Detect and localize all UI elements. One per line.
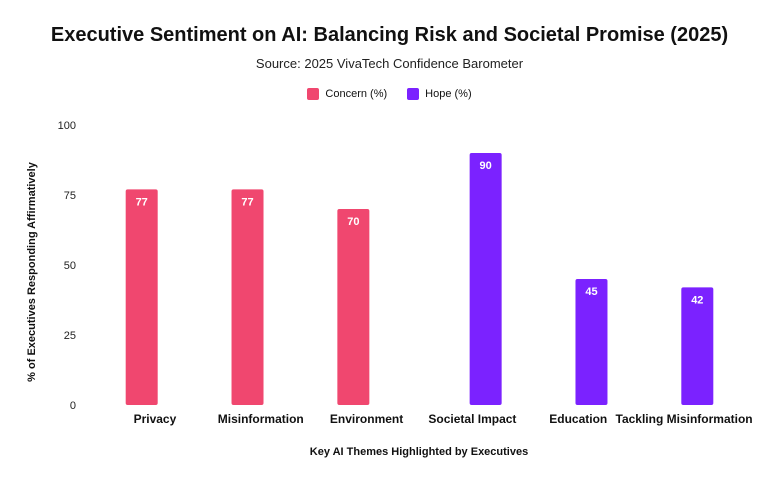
bar-value-label: 90 bbox=[480, 160, 492, 172]
chart-subtitle: Source: 2025 VivaTech Confidence Baromet… bbox=[255, 56, 524, 71]
x-tick-label: Privacy bbox=[134, 412, 177, 426]
legend-item-hope[interactable]: Hope (%) bbox=[407, 88, 472, 100]
bar-value-label: 77 bbox=[241, 196, 253, 208]
x-tick-label: Tackling Misinformation bbox=[616, 412, 753, 426]
x-axis: Privacy Misinformation Environment Societal… bbox=[134, 412, 753, 426]
bar[interactable] bbox=[575, 279, 608, 405]
legend-item-concern[interactable]: Concern (%) bbox=[307, 88, 387, 100]
bars: 77 77 70 90 45 42 bbox=[125, 153, 714, 405]
x-tick-label: Education bbox=[549, 412, 607, 426]
bar-value-label: 77 bbox=[136, 196, 148, 208]
y-tick-label: 100 bbox=[58, 120, 76, 132]
x-axis-title: Key AI Themes Highlighted by Executives bbox=[310, 446, 528, 458]
legend: Concern (%) Hope (%) bbox=[0, 88, 779, 100]
legend-swatch-hope bbox=[407, 88, 420, 100]
y-axis-title: % of Executives Responding Affirmatively bbox=[26, 161, 38, 382]
bar-value-label: 42 bbox=[691, 294, 703, 306]
legend-label-concern: Concern (%) bbox=[325, 88, 388, 100]
y-tick-label: 25 bbox=[64, 330, 76, 342]
x-tick-label: Misinformation bbox=[218, 412, 304, 426]
y-tick-label: 75 bbox=[64, 190, 76, 202]
bar-value-label: 45 bbox=[585, 286, 597, 298]
y-tick-label: 50 bbox=[64, 260, 76, 272]
y-axis: 0 25 50 75 100 bbox=[58, 120, 76, 412]
legend-swatch-concern bbox=[307, 88, 320, 100]
bar[interactable] bbox=[125, 189, 158, 405]
x-tick-label: Environment bbox=[330, 412, 403, 426]
bar[interactable] bbox=[337, 209, 370, 405]
bar-value-label: 70 bbox=[347, 216, 359, 228]
x-tick-label: Societal Impact bbox=[428, 412, 516, 426]
chart-title: Executive Sentiment on AI: Balancing Ris… bbox=[50, 24, 729, 46]
legend-label-hope: Hope (%) bbox=[425, 88, 472, 100]
bar[interactable] bbox=[469, 153, 502, 405]
bar[interactable] bbox=[231, 189, 264, 405]
y-tick-label: 0 bbox=[70, 400, 76, 412]
bar[interactable] bbox=[681, 287, 714, 405]
